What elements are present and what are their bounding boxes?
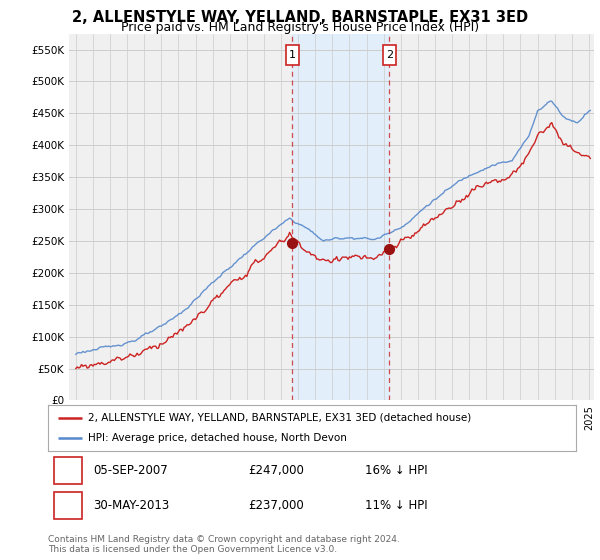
- Text: 2, ALLENSTYLE WAY, YELLAND, BARNSTAPLE, EX31 3ED: 2, ALLENSTYLE WAY, YELLAND, BARNSTAPLE, …: [72, 10, 528, 25]
- Text: 30-MAY-2013: 30-MAY-2013: [93, 499, 169, 512]
- FancyBboxPatch shape: [286, 45, 299, 65]
- Text: 2: 2: [64, 499, 73, 512]
- FancyBboxPatch shape: [383, 45, 396, 65]
- Text: 1: 1: [289, 50, 296, 60]
- FancyBboxPatch shape: [55, 492, 82, 519]
- Text: Price paid vs. HM Land Registry's House Price Index (HPI): Price paid vs. HM Land Registry's House …: [121, 21, 479, 34]
- Text: 1: 1: [64, 464, 73, 477]
- Text: £247,000: £247,000: [248, 464, 305, 477]
- Bar: [292, 34, 389, 400]
- FancyBboxPatch shape: [55, 457, 82, 484]
- Text: Contains HM Land Registry data © Crown copyright and database right 2024.
This d: Contains HM Land Registry data © Crown c…: [48, 535, 400, 554]
- Text: £237,000: £237,000: [248, 499, 304, 512]
- Text: HPI: Average price, detached house, North Devon: HPI: Average price, detached house, Nort…: [88, 433, 346, 443]
- Text: 05-SEP-2007: 05-SEP-2007: [93, 464, 167, 477]
- Text: 2, ALLENSTYLE WAY, YELLAND, BARNSTAPLE, EX31 3ED (detached house): 2, ALLENSTYLE WAY, YELLAND, BARNSTAPLE, …: [88, 413, 471, 423]
- Text: 16% ↓ HPI: 16% ↓ HPI: [365, 464, 427, 477]
- Text: 2: 2: [386, 50, 393, 60]
- Text: 11% ↓ HPI: 11% ↓ HPI: [365, 499, 427, 512]
